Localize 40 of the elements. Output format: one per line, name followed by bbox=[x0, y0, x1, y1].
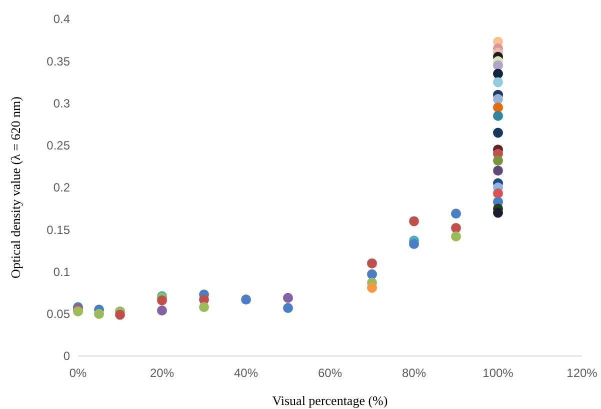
y-axis-title: Optical density value (λ = 620 nm) bbox=[8, 96, 23, 278]
point bbox=[493, 60, 503, 70]
point bbox=[199, 302, 209, 312]
point bbox=[367, 269, 377, 280]
x-tick-label: 20% bbox=[150, 366, 174, 380]
point bbox=[157, 306, 167, 316]
point bbox=[493, 188, 503, 198]
x-tick-label: 40% bbox=[234, 366, 258, 380]
point bbox=[409, 238, 419, 249]
y-tick-label: 0.1 bbox=[53, 264, 70, 279]
point bbox=[367, 282, 377, 293]
y-tick-label: 0.05 bbox=[46, 307, 70, 322]
point bbox=[94, 308, 104, 319]
point bbox=[493, 208, 503, 218]
point bbox=[451, 208, 461, 219]
x-axis-title: Visual percentage (%) bbox=[272, 393, 388, 408]
point bbox=[493, 94, 503, 104]
point bbox=[451, 231, 461, 242]
point bbox=[493, 166, 503, 176]
y-tick-label: 0.25 bbox=[46, 138, 70, 153]
point bbox=[493, 77, 503, 88]
x-tick-label: 60% bbox=[318, 366, 342, 380]
y-tick-label: 0.15 bbox=[46, 222, 70, 237]
point bbox=[493, 128, 503, 138]
y-tick-label: 0.3 bbox=[53, 96, 70, 110]
y-tick-label: 0.35 bbox=[46, 54, 70, 68]
point bbox=[493, 102, 503, 112]
point bbox=[283, 292, 293, 303]
y-tick-label: 0.2 bbox=[53, 180, 70, 195]
y-tick-label: 0.4 bbox=[53, 12, 70, 26]
point bbox=[493, 156, 503, 166]
x-tick-label: 100% bbox=[482, 366, 514, 380]
x-tick-label: 0% bbox=[69, 366, 87, 380]
point bbox=[241, 294, 251, 305]
x-tick-label: 80% bbox=[402, 366, 426, 380]
y-tick-label: 0 bbox=[63, 349, 70, 364]
point bbox=[493, 68, 503, 79]
point bbox=[493, 110, 503, 121]
point bbox=[283, 302, 293, 313]
x-tick-label: 120% bbox=[566, 366, 598, 380]
